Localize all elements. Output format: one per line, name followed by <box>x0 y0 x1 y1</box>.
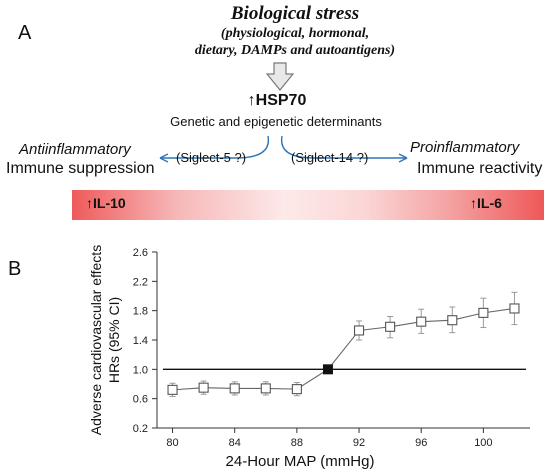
determinants-label: Genetic and epigenetic determinants <box>170 114 382 129</box>
x-tick-label: 96 <box>415 437 427 449</box>
left-arrowhead-icon <box>159 153 169 163</box>
cytokine-gradient-bar <box>72 190 544 220</box>
y-axis-label-line1: Adverse cardiovascular effects <box>88 245 104 435</box>
data-point <box>198 382 209 393</box>
stress-line-1: (physiological, hormonal, <box>220 26 370 41</box>
reference-point <box>322 364 333 375</box>
left-branch-arrow <box>160 135 270 159</box>
x-tick-label: 88 <box>291 437 303 449</box>
right-arrowhead-icon <box>398 153 408 163</box>
panel-a-label: A <box>18 22 32 44</box>
x-tick-label: 92 <box>353 437 365 449</box>
data-point <box>167 384 178 395</box>
immune-reactivity-label: Immune reactivity <box>417 160 543 177</box>
data-point <box>509 303 520 314</box>
stress-line-2: dietary, DAMPs and autoantigens) <box>194 43 396 58</box>
right-branch-arrow <box>280 135 407 159</box>
siglect14-label: (Siglect-14 ?) <box>291 150 369 165</box>
y-tick-label: 1.0 <box>133 364 148 376</box>
il10-label: ↑IL-10 <box>86 195 126 211</box>
stress-title: Biological stress <box>230 3 360 24</box>
y-tick-label: 0.2 <box>133 423 148 435</box>
data-point <box>385 321 396 332</box>
antiinflammatory-label: Antiinflammatory <box>19 141 131 158</box>
x-axis-label: 24-Hour MAP (mmHg) <box>226 453 375 470</box>
plot-area: 0.2 0.6 1.0 1.4 1.8 2.2 2.6 80 84 88 92 96 100 <box>133 247 530 449</box>
il6-label: ↑IL-6 <box>470 195 502 211</box>
data-point <box>447 315 458 326</box>
branch-arrows <box>159 135 408 163</box>
y-tick-label: 1.8 <box>133 306 148 318</box>
y-tick-label: 2.2 <box>133 276 148 288</box>
siglect5-label: (Siglect-5 ?) <box>176 150 247 165</box>
y-tick-label: 0.6 <box>133 394 148 406</box>
data-point <box>478 307 489 318</box>
x-tick-label: 84 <box>229 437 241 449</box>
x-tick-label: 100 <box>474 437 492 449</box>
down-arrow-icon <box>265 62 295 91</box>
series-line <box>172 307 515 391</box>
immune-suppression-label: Immune suppression <box>6 160 155 177</box>
data-point <box>353 325 365 336</box>
data-point <box>291 384 302 395</box>
x-tick-label: 80 <box>166 437 178 449</box>
y-tick-label: 2.6 <box>133 247 148 259</box>
data-point <box>260 383 271 394</box>
panel-b-label: B <box>8 258 22 280</box>
data-point <box>229 383 240 394</box>
y-tick-label: 1.4 <box>133 335 148 347</box>
proinflammatory-label: Proinflammatory <box>410 139 520 156</box>
y-axis-label-line2: HRs (95% CI) <box>106 297 122 383</box>
data-point <box>416 316 427 327</box>
hsp70-label: ↑HSP70 <box>247 92 307 109</box>
